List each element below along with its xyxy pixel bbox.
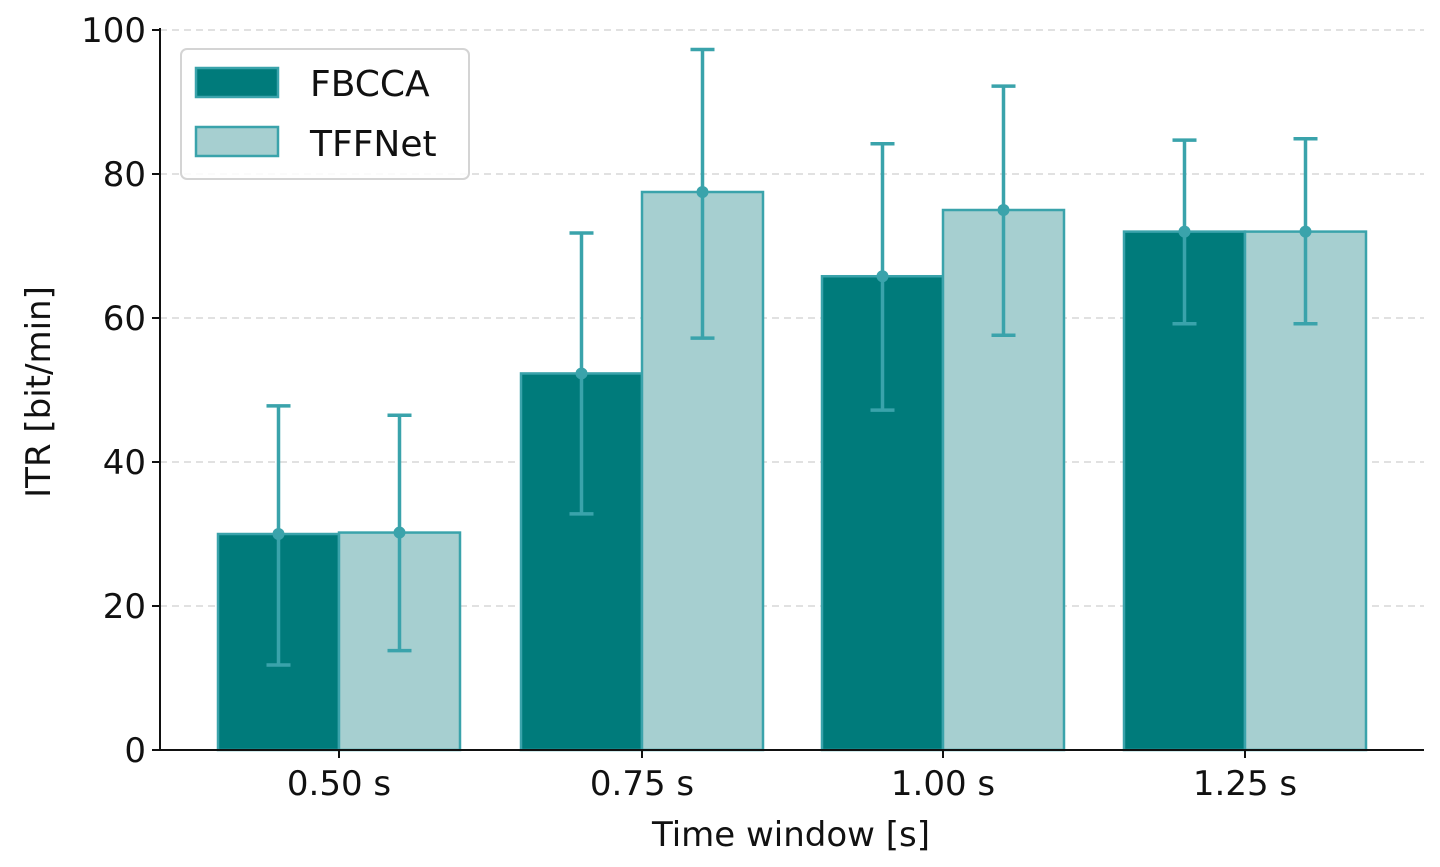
y-tick-label: 20 <box>103 587 146 627</box>
x-tick-label: 0.50 s <box>287 764 391 804</box>
error-bar-tffnet-1 <box>690 47 715 340</box>
y-axis-title: ITR [bit/min] <box>19 286 59 498</box>
error-bar-fbcca-3 <box>1172 138 1197 326</box>
error-bar-point <box>1299 225 1312 238</box>
error-bar-tffnet-0 <box>387 413 412 653</box>
y-tick-label: 0 <box>124 731 146 771</box>
error-bar-fbcca-0 <box>266 404 291 667</box>
error-bar-tffnet-3 <box>1293 136 1318 326</box>
legend-label-fbcca: FBCCA <box>310 64 430 105</box>
y-tick-label: 60 <box>103 299 146 339</box>
axes <box>152 28 1424 758</box>
legend: FBCCA TFFNet <box>180 48 470 180</box>
error-bars <box>266 47 1318 667</box>
error-bar-point <box>876 270 889 283</box>
x-tick-label: 1.25 s <box>1193 764 1297 804</box>
error-bar-point <box>575 367 588 380</box>
tick-labels: 0 20 40 60 80 100 0.50 s 0.75 s 1.00 s 1.25 s <box>81 11 1297 804</box>
x-tick-label: 0.75 s <box>590 764 694 804</box>
y-tick-label: 40 <box>103 443 146 483</box>
error-bar-point <box>393 526 406 539</box>
bars <box>216 190 1368 752</box>
x-axis-title: Time window [s] <box>651 815 930 855</box>
error-bar-tffnet-2 <box>991 84 1016 338</box>
x-tick-label: 1.00 s <box>891 764 995 804</box>
error-bar-point <box>997 204 1010 216</box>
error-bar-fbcca-1 <box>569 231 594 516</box>
y-tick-label: 100 <box>81 11 146 51</box>
error-bar-fbcca-2 <box>870 142 895 412</box>
legend-swatch-tffnet <box>194 125 280 158</box>
legend-swatch-fbcca <box>194 66 280 99</box>
error-bar-point <box>696 186 709 198</box>
legend-label-tffnet: TFFNet <box>309 124 437 165</box>
y-tick-label: 80 <box>103 155 146 195</box>
error-bar-point <box>272 528 285 540</box>
error-bar-point <box>1178 225 1191 238</box>
